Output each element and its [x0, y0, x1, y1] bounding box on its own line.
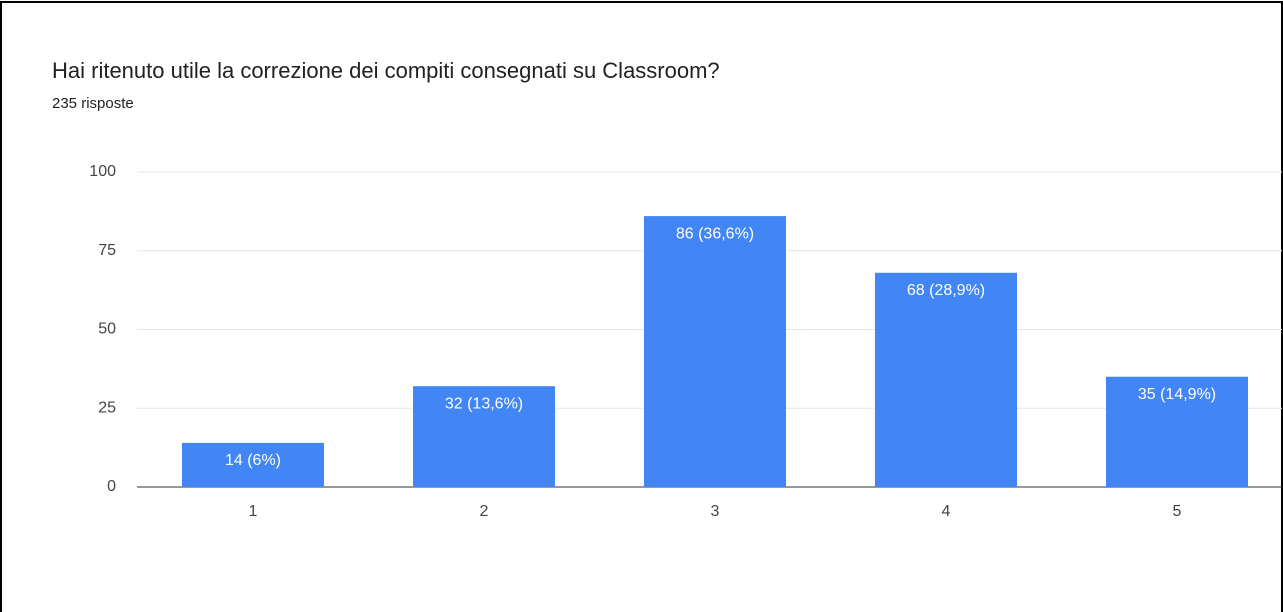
x-tick-label: 4 — [942, 503, 951, 520]
y-tick-label: 25 — [98, 399, 116, 416]
value-label: 32 (13,6%) — [445, 395, 523, 412]
y-tick-label: 75 — [98, 242, 116, 259]
value-label: 68 (28,9%) — [907, 282, 985, 299]
y-tick-label: 50 — [98, 321, 116, 338]
x-tick-label: 3 — [711, 503, 720, 520]
bar — [182, 442, 324, 487]
bar — [875, 272, 1017, 487]
y-tick-label: 100 — [89, 163, 116, 180]
bar — [1106, 376, 1248, 487]
x-tick-label: 5 — [1173, 503, 1182, 520]
value-label: 35 (14,9%) — [1138, 386, 1216, 403]
x-tick-label: 1 — [249, 503, 258, 520]
value-label: 14 (6%) — [225, 452, 281, 469]
y-tick-label: 0 — [107, 478, 116, 495]
x-tick-label: 2 — [480, 503, 489, 520]
chart-subtitle: 235 risposte — [52, 95, 134, 112]
value-label: 86 (36,6%) — [676, 225, 754, 242]
chart-title: Hai ritenuto utile la correzione dei com… — [52, 58, 720, 83]
bar — [413, 386, 555, 487]
bar — [644, 216, 786, 487]
